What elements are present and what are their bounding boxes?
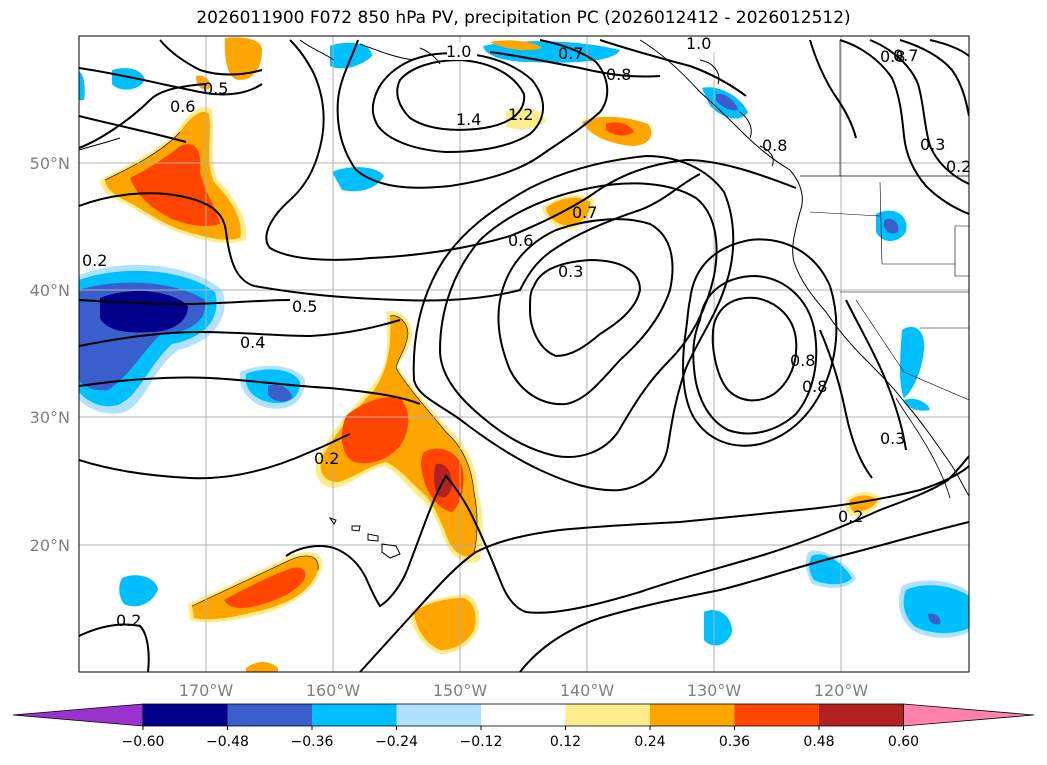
north-america-coast [639, 39, 969, 497]
colorbar-cell [819, 704, 904, 726]
lon-label: 140°W [560, 681, 615, 700]
contour-label: 1.2 [508, 105, 533, 124]
contour-label: 0.8 [880, 47, 905, 66]
map-title: 2026011900 F072 850 hPa PV, precipitatio… [196, 8, 851, 28]
lon-label: 170°W [179, 681, 234, 700]
lat-label: 40°N [30, 281, 70, 300]
coastlines [79, 39, 969, 499]
contour-label: 0.4 [240, 333, 265, 352]
map-plot-area: 1.0 0.7 1.0 0.8 0.7 0.8 0.5 0.6 1.4 1.2 … [79, 34, 971, 672]
positive-shading [100, 37, 882, 672]
colorbar-tick-label: −0.12 [460, 734, 503, 750]
contour-label: 0.2 [116, 611, 141, 630]
contour-label: 0.5 [292, 297, 317, 316]
longitude-axis: 170°W 160°W 150°W 140°W 130°W 120°W [179, 681, 869, 700]
contour-label: 0.7 [893, 46, 918, 65]
colorbar-cell [143, 704, 228, 726]
colorbar-tick-label: −0.60 [122, 734, 165, 750]
lon-label: 120°W [814, 681, 869, 700]
colorbar-tick-label: −0.48 [206, 734, 249, 750]
hawaiian-islands [328, 517, 401, 559]
latitude-axis: 50°N 40°N 30°N 20°N [30, 154, 70, 555]
pv-contours [79, 39, 969, 672]
colorbar-tick-label: 0.60 [888, 734, 919, 750]
contour-label: 1.4 [456, 110, 481, 129]
contour-label: 0.8 [762, 136, 787, 155]
contour-label: 0.2 [946, 157, 971, 176]
contour-label: 0.2 [838, 507, 863, 526]
colorbar-cell [312, 704, 397, 726]
colorbar-tick-label: 0.24 [634, 734, 665, 750]
colorbar-tick-label: 0.48 [803, 734, 834, 750]
contour-labels: 1.0 0.7 1.0 0.8 0.7 0.8 0.5 0.6 1.4 1.2 … [82, 34, 971, 630]
contour-label: 0.7 [558, 44, 583, 63]
contour-0-3-center [528, 258, 642, 358]
contour-label: 0.2 [82, 251, 107, 270]
lat-label: 30°N [30, 408, 70, 427]
map-frame [78, 35, 970, 673]
colorbar-tick-label: 0.36 [719, 734, 750, 750]
lat-label: 20°N [30, 536, 70, 555]
contour-label: 0.5 [203, 79, 228, 98]
colorbar-tick-label: 0.12 [550, 734, 581, 750]
lon-label: 130°W [687, 681, 742, 700]
contour-label: 0.6 [170, 97, 195, 116]
contour-label: 0.8 [606, 65, 631, 84]
colorbar-frame [142, 703, 904, 727]
colorbar: −0.60 −0.48 −0.36 −0.24 −0.12 0.12 0.24 0.36 0.4… [12, 703, 1035, 750]
colorbar-tick-label: −0.36 [291, 734, 334, 750]
contour-label: 0.8 [790, 351, 815, 370]
colorbar-extend-high [903, 703, 1035, 727]
colorbar-extend-low [12, 703, 144, 727]
colorbar-cell [734, 704, 820, 726]
contour-0-8-east [711, 296, 798, 402]
contour-label: 0.3 [920, 135, 945, 154]
contour-1-4 [396, 58, 526, 131]
contour-label: 0.3 [558, 262, 583, 281]
colorbar-cell [481, 704, 566, 726]
colorbar-tick-label: −0.24 [375, 734, 418, 750]
colorbar-cell [565, 704, 651, 726]
lon-label: 160°W [306, 681, 361, 700]
contour-label: 0.7 [572, 203, 597, 222]
contour-label: 0.6 [508, 231, 533, 250]
contour-label: 1.0 [446, 42, 471, 61]
contour-label: 0.3 [880, 429, 905, 448]
contour-label: 0.8 [802, 377, 827, 396]
contour-label: 0.2 [314, 449, 339, 468]
colorbar-cell [396, 704, 482, 726]
colorbar-cell [227, 704, 313, 726]
contour-label: 1.0 [686, 34, 711, 53]
lat-label: 50°N [30, 154, 70, 173]
lon-label: 150°W [433, 681, 488, 700]
colorbar-cell [650, 704, 735, 726]
